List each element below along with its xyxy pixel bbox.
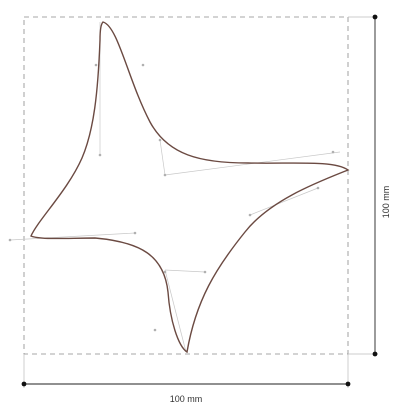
- height-label: 100 mm: [381, 186, 391, 219]
- control-point: [98, 153, 102, 157]
- star-outline: [30, 21, 350, 354]
- width-label: 100 mm: [170, 394, 203, 404]
- control-point: [331, 150, 335, 154]
- bounding-frame: [23, 16, 349, 355]
- control-line: [164, 269, 187, 353]
- control-point: [158, 138, 162, 142]
- dimension-endpoint: [372, 351, 378, 357]
- control-point: [153, 328, 157, 332]
- control-point: [316, 186, 320, 190]
- control-line: [164, 269, 206, 273]
- dimension-endpoint: [372, 14, 378, 20]
- control-point: [163, 173, 167, 177]
- control-point: [203, 270, 207, 274]
- dimension-endpoint: [21, 381, 27, 387]
- control-points: [8, 63, 335, 332]
- control-point: [94, 63, 98, 67]
- control-point: [248, 213, 252, 217]
- dimension-endpoint: [345, 381, 351, 387]
- horizontal-dimension: 100 mm: [21, 354, 351, 404]
- control-point: [163, 270, 167, 274]
- vertical-dimension: 100 mm: [348, 14, 391, 357]
- control-lines: [9, 22, 341, 353]
- control-point: [8, 238, 12, 242]
- control-point: [141, 63, 145, 67]
- control-line: [249, 187, 319, 216]
- control-line: [9, 232, 136, 241]
- control-point: [133, 231, 137, 235]
- control-line: [159, 139, 166, 176]
